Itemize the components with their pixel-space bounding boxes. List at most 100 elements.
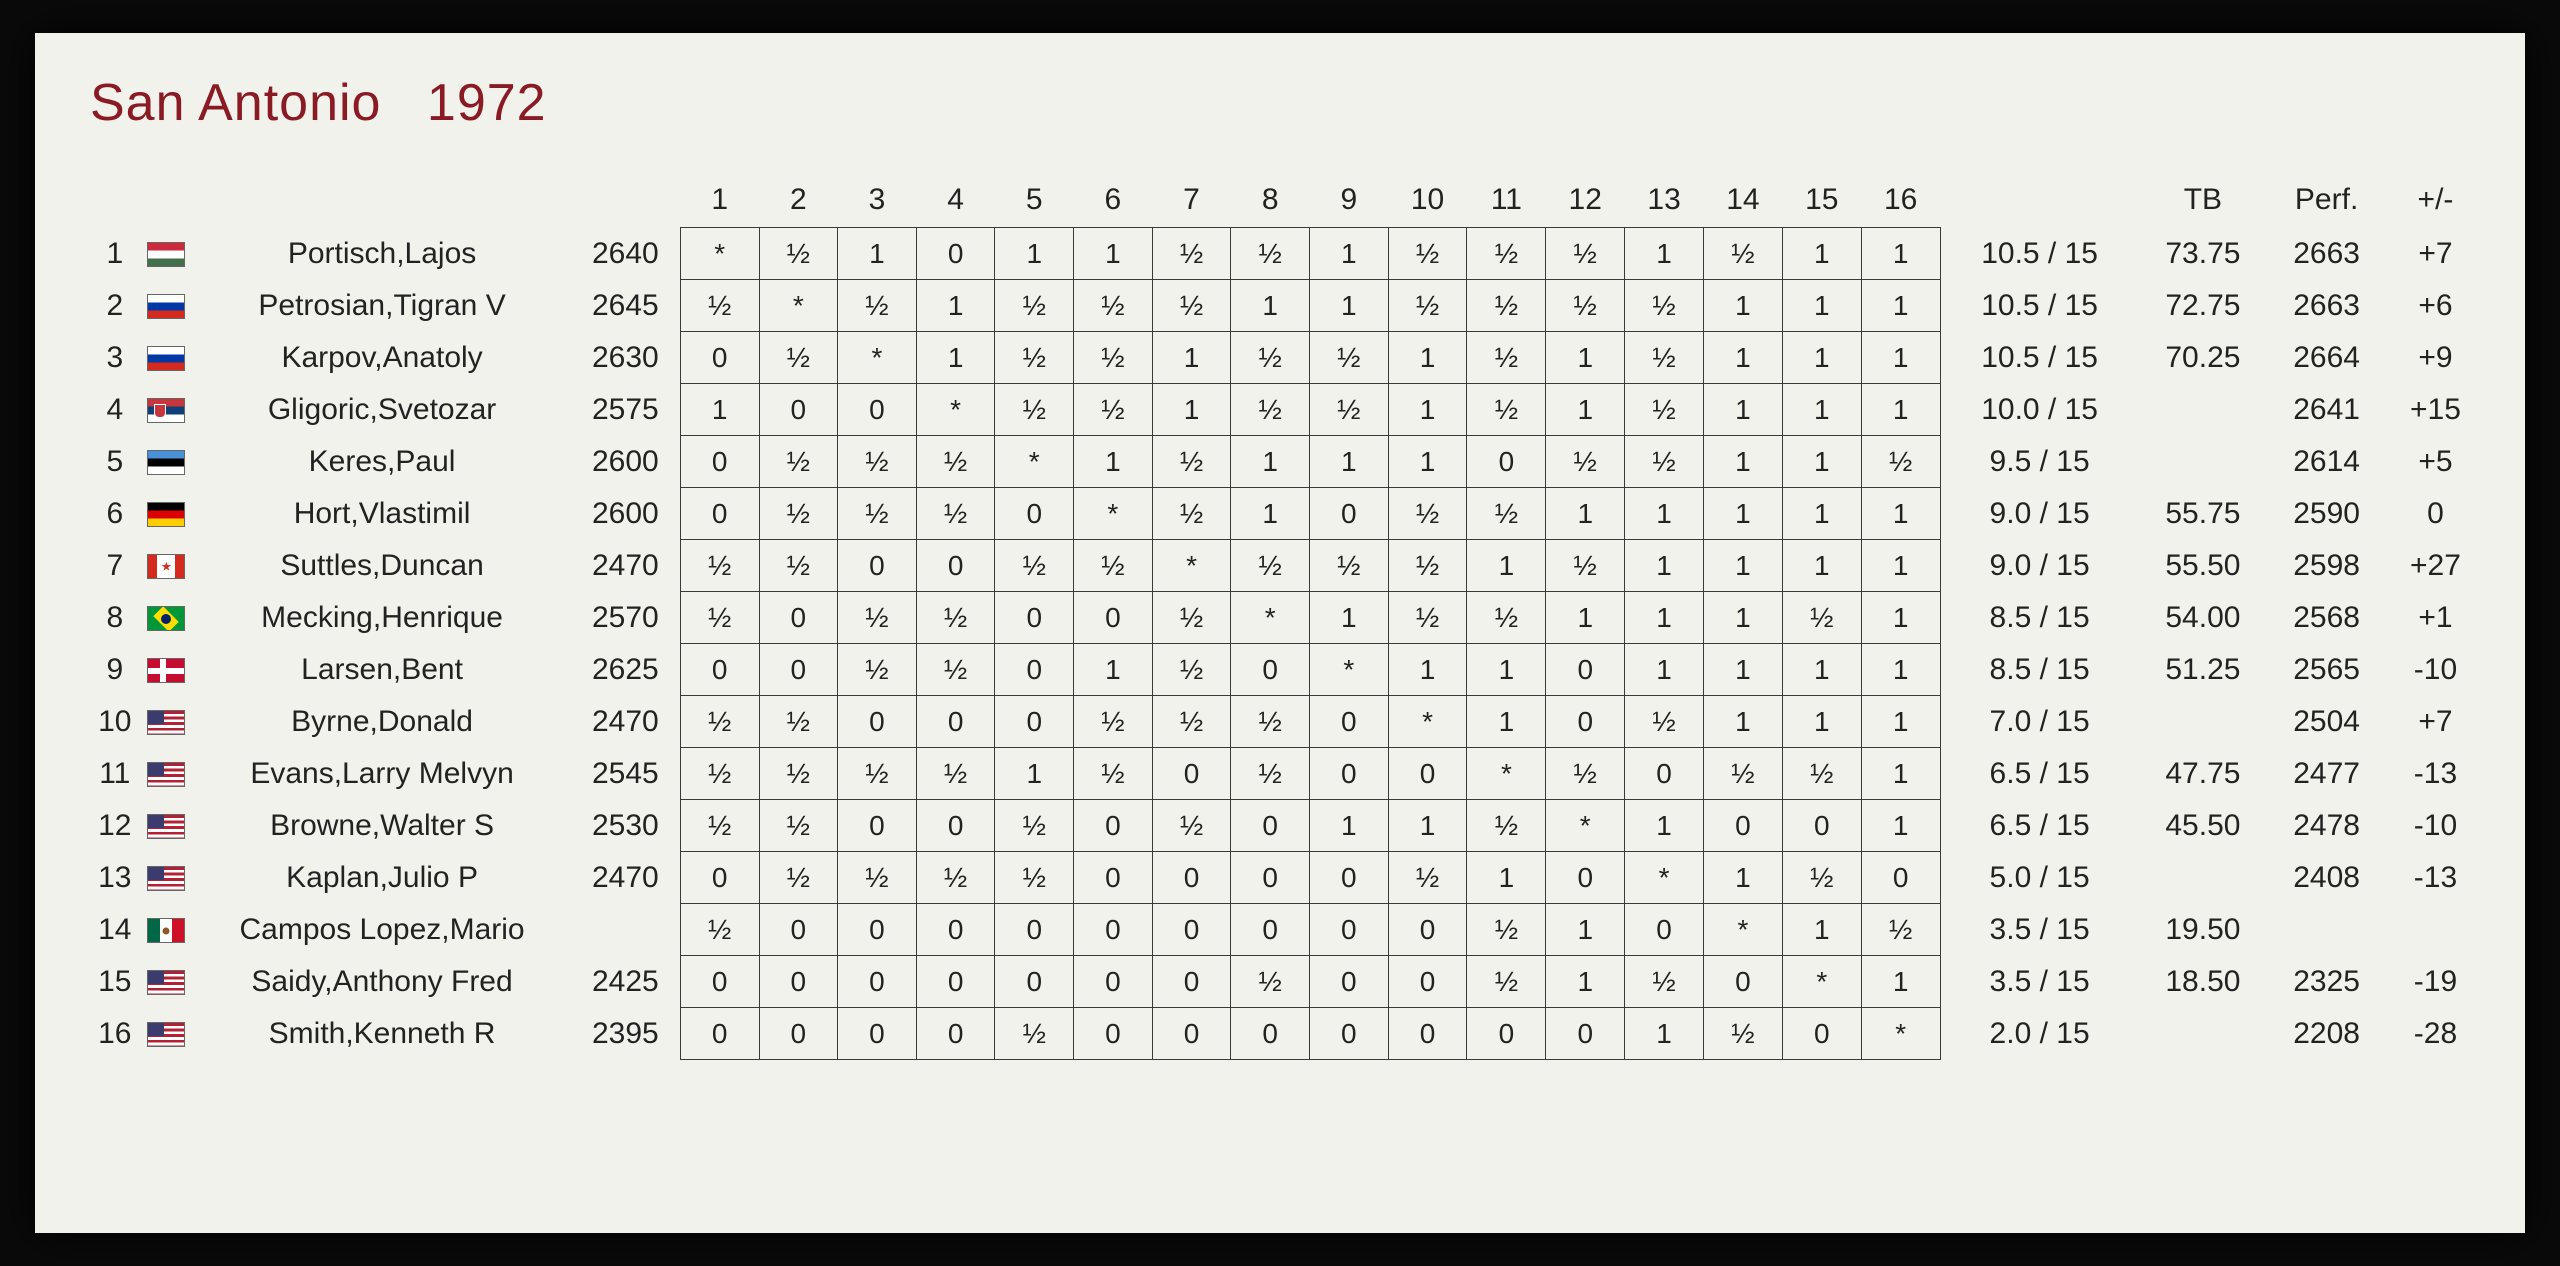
pm-cell: +27 <box>2386 540 2485 592</box>
result-cell: 1 <box>1309 592 1388 644</box>
result-cell: ½ <box>1231 748 1310 800</box>
result-cell: 0 <box>1309 488 1388 540</box>
result-cell: * <box>995 436 1074 488</box>
pm-cell: -10 <box>2386 800 2485 852</box>
score-cell: 6.5 / 15 <box>1940 748 2138 800</box>
col-header-1: 1 <box>680 173 759 228</box>
result-cell: 1 <box>1231 436 1310 488</box>
result-cell: ½ <box>916 644 995 696</box>
player-name: Saidy,Anthony Fred <box>193 956 571 1008</box>
result-cell: ½ <box>1074 748 1153 800</box>
result-cell: 1 <box>1704 436 1783 488</box>
result-cell: 0 <box>995 956 1074 1008</box>
result-cell: ½ <box>680 696 759 748</box>
result-cell: 1 <box>1782 280 1861 332</box>
perf-cell: 2664 <box>2267 332 2386 384</box>
table-row: 15Saidy,Anthony Fred24250000000½00½1½0*1… <box>90 956 2485 1008</box>
score-cell: 9.5 / 15 <box>1940 436 2138 488</box>
perf-cell: 2325 <box>2267 956 2386 1008</box>
result-cell: 1 <box>1309 228 1388 280</box>
result-cell: ½ <box>1152 228 1231 280</box>
rating-cell: 2545 <box>571 748 680 800</box>
score-cell: 9.0 / 15 <box>1940 540 2138 592</box>
result-cell: 0 <box>1309 696 1388 748</box>
flag-icon <box>147 1022 185 1047</box>
result-cell: 1 <box>1704 592 1783 644</box>
crosstable: 12345678910111213141516TBPerf.+/- 1Porti… <box>90 173 2485 1060</box>
result-cell: 0 <box>838 1008 917 1060</box>
result-cell: 1 <box>1861 228 1940 280</box>
result-cell: 1 <box>1152 332 1231 384</box>
rank-cell: 3 <box>90 332 140 384</box>
result-cell: 0 <box>1625 748 1704 800</box>
player-name: Byrne,Donald <box>193 696 571 748</box>
table-row: 5Keres,Paul26000½½½*1½1110½½11½9.5 / 152… <box>90 436 2485 488</box>
result-cell: 0 <box>759 384 838 436</box>
result-cell: ½ <box>995 540 1074 592</box>
col-header-10: 10 <box>1388 173 1467 228</box>
result-cell: ½ <box>680 280 759 332</box>
result-cell: ½ <box>1467 280 1546 332</box>
result-cell: 0 <box>1074 592 1153 644</box>
result-cell: 0 <box>759 644 838 696</box>
result-cell: 0 <box>995 592 1074 644</box>
flag-icon <box>147 502 185 527</box>
tb-cell: 54.00 <box>2139 592 2268 644</box>
result-cell: 0 <box>680 852 759 904</box>
result-cell: 1 <box>1782 540 1861 592</box>
result-cell: * <box>1861 1008 1940 1060</box>
perf-cell: 2663 <box>2267 228 2386 280</box>
tb-cell <box>2139 384 2268 436</box>
rank-cell: 14 <box>90 904 140 956</box>
score-cell: 6.5 / 15 <box>1940 800 2138 852</box>
result-cell: 1 <box>1074 228 1153 280</box>
result-cell: * <box>916 384 995 436</box>
result-cell: ½ <box>1152 800 1231 852</box>
flag-cell <box>140 956 194 1008</box>
result-cell: * <box>1309 644 1388 696</box>
result-cell: 0 <box>680 956 759 1008</box>
flag-icon <box>147 242 185 267</box>
result-cell: ½ <box>1388 540 1467 592</box>
pm-cell <box>2386 904 2485 956</box>
result-cell: 1 <box>1861 644 1940 696</box>
result-cell: 0 <box>680 1008 759 1060</box>
result-cell: ½ <box>838 748 917 800</box>
result-cell: ½ <box>1625 280 1704 332</box>
result-cell: 1 <box>1704 488 1783 540</box>
tb-cell: 55.75 <box>2139 488 2268 540</box>
table-row: 4Gligoric,Svetozar2575100*½½1½½1½1½11110… <box>90 384 2485 436</box>
table-row: 7Suttles,Duncan2470½½00½½*½½½1½11119.0 /… <box>90 540 2485 592</box>
player-name: Smith,Kenneth R <box>193 1008 571 1060</box>
result-cell: 1 <box>1152 384 1231 436</box>
result-cell: ½ <box>1231 696 1310 748</box>
result-cell: 1 <box>1467 696 1546 748</box>
result-cell: 1 <box>1074 436 1153 488</box>
result-cell: * <box>1074 488 1153 540</box>
score-cell: 9.0 / 15 <box>1940 488 2138 540</box>
rank-cell: 11 <box>90 748 140 800</box>
table-row: 13Kaplan,Julio P24700½½½½0000½10*1½05.0 … <box>90 852 2485 904</box>
result-cell: 1 <box>1704 384 1783 436</box>
rating-cell: 2570 <box>571 592 680 644</box>
pm-cell: -28 <box>2386 1008 2485 1060</box>
tb-cell: 51.25 <box>2139 644 2268 696</box>
col-header-5: 5 <box>995 173 1074 228</box>
result-cell: 0 <box>916 228 995 280</box>
flag-cell <box>140 384 194 436</box>
result-cell: ½ <box>916 748 995 800</box>
result-cell: 1 <box>1546 488 1625 540</box>
player-name: Hort,Vlastimil <box>193 488 571 540</box>
result-cell: ½ <box>1467 228 1546 280</box>
table-row: 3Karpov,Anatoly26300½*1½½1½½1½1½11110.5 … <box>90 332 2485 384</box>
rating-cell: 2630 <box>571 332 680 384</box>
result-cell: 0 <box>838 384 917 436</box>
result-cell: 0 <box>1388 956 1467 1008</box>
result-cell: 1 <box>1861 748 1940 800</box>
result-cell: 0 <box>916 904 995 956</box>
result-cell: 0 <box>1309 1008 1388 1060</box>
result-cell: 1 <box>1625 800 1704 852</box>
crosstable-sheet: San Antonio 1972 12345678910111213141516… <box>35 33 2525 1233</box>
result-cell: 0 <box>1388 1008 1467 1060</box>
flag-cell <box>140 904 194 956</box>
